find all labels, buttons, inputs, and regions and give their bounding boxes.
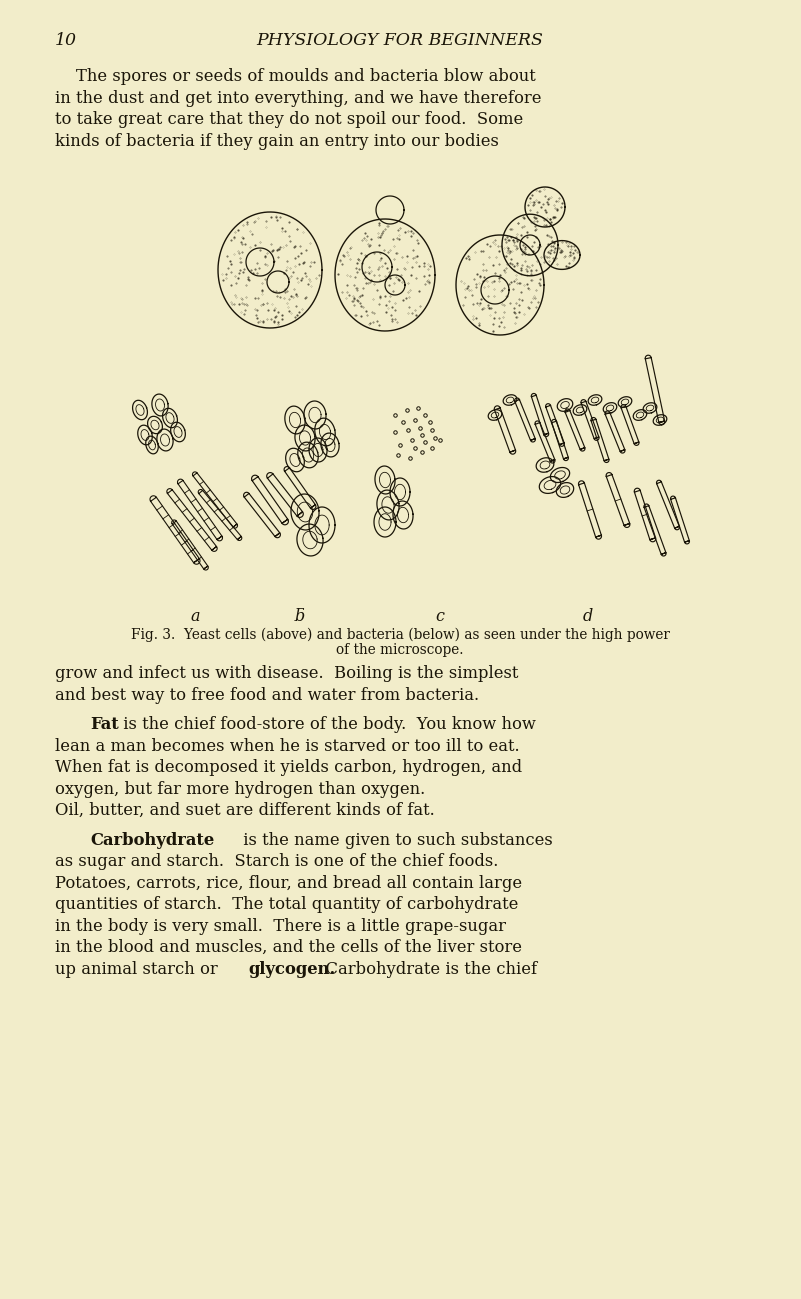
Text: is the chief food-store of the body.  You know how: is the chief food-store of the body. You…: [118, 716, 536, 733]
Text: Fat: Fat: [90, 716, 119, 733]
Text: PHYSIOLOGY FOR BEGINNERS: PHYSIOLOGY FOR BEGINNERS: [256, 32, 543, 49]
Text: c: c: [436, 608, 445, 625]
Text: a: a: [191, 608, 199, 625]
Text: Potatoes, carrots, rice, flour, and bread all contain large: Potatoes, carrots, rice, flour, and brea…: [55, 874, 522, 891]
Text: to take great care that they do not spoil our food.  Some: to take great care that they do not spoi…: [55, 110, 523, 129]
Text: Carbohydrate: Carbohydrate: [90, 831, 214, 848]
Text: d: d: [583, 608, 593, 625]
Text: as sugar and starch.  Starch is one of the chief foods.: as sugar and starch. Starch is one of th…: [55, 853, 498, 870]
Text: Fig. 3.  Yeast cells (above) and bacteria (below) as seen under the high power: Fig. 3. Yeast cells (above) and bacteria…: [131, 627, 670, 643]
Text: Oil, butter, and suet are different kinds of fat.: Oil, butter, and suet are different kind…: [55, 801, 435, 818]
Text: glycogen.: glycogen.: [248, 960, 336, 978]
Text: up animal starch or: up animal starch or: [55, 960, 223, 978]
Text: of the microscope.: of the microscope.: [336, 643, 464, 657]
Text: lean a man becomes when he is starved or too ill to eat.: lean a man becomes when he is starved or…: [55, 738, 520, 755]
Text: in the blood and muscles, and the cells of the liver store: in the blood and muscles, and the cells …: [55, 939, 522, 956]
Text: kinds of bacteria if they gain an entry into our bodies: kinds of bacteria if they gain an entry …: [55, 132, 499, 149]
Text: ƃ: ƃ: [295, 608, 305, 625]
Text: quantities of starch.  The total quantity of carbohydrate: quantities of starch. The total quantity…: [55, 896, 518, 913]
Text: 10: 10: [55, 32, 77, 49]
Text: in the body is very small.  There is a little grape-sugar: in the body is very small. There is a li…: [55, 917, 506, 934]
Text: When fat is decomposed it yields carbon, hydrogen, and: When fat is decomposed it yields carbon,…: [55, 759, 522, 776]
Text: oxygen, but far more hydrogen than oxygen.: oxygen, but far more hydrogen than oxyge…: [55, 781, 425, 798]
Text: and best way to free food and water from bacteria.: and best way to free food and water from…: [55, 686, 479, 704]
Text: Carbohydrate is the chief: Carbohydrate is the chief: [315, 960, 537, 978]
Text: The spores or seeds of moulds and bacteria blow about: The spores or seeds of moulds and bacter…: [55, 68, 536, 84]
Text: is the name given to such substances: is the name given to such substances: [238, 831, 553, 848]
Text: grow and infect us with disease.  Boiling is the simplest: grow and infect us with disease. Boiling…: [55, 665, 518, 682]
Text: in the dust and get into everything, and we have therefore: in the dust and get into everything, and…: [55, 90, 541, 107]
